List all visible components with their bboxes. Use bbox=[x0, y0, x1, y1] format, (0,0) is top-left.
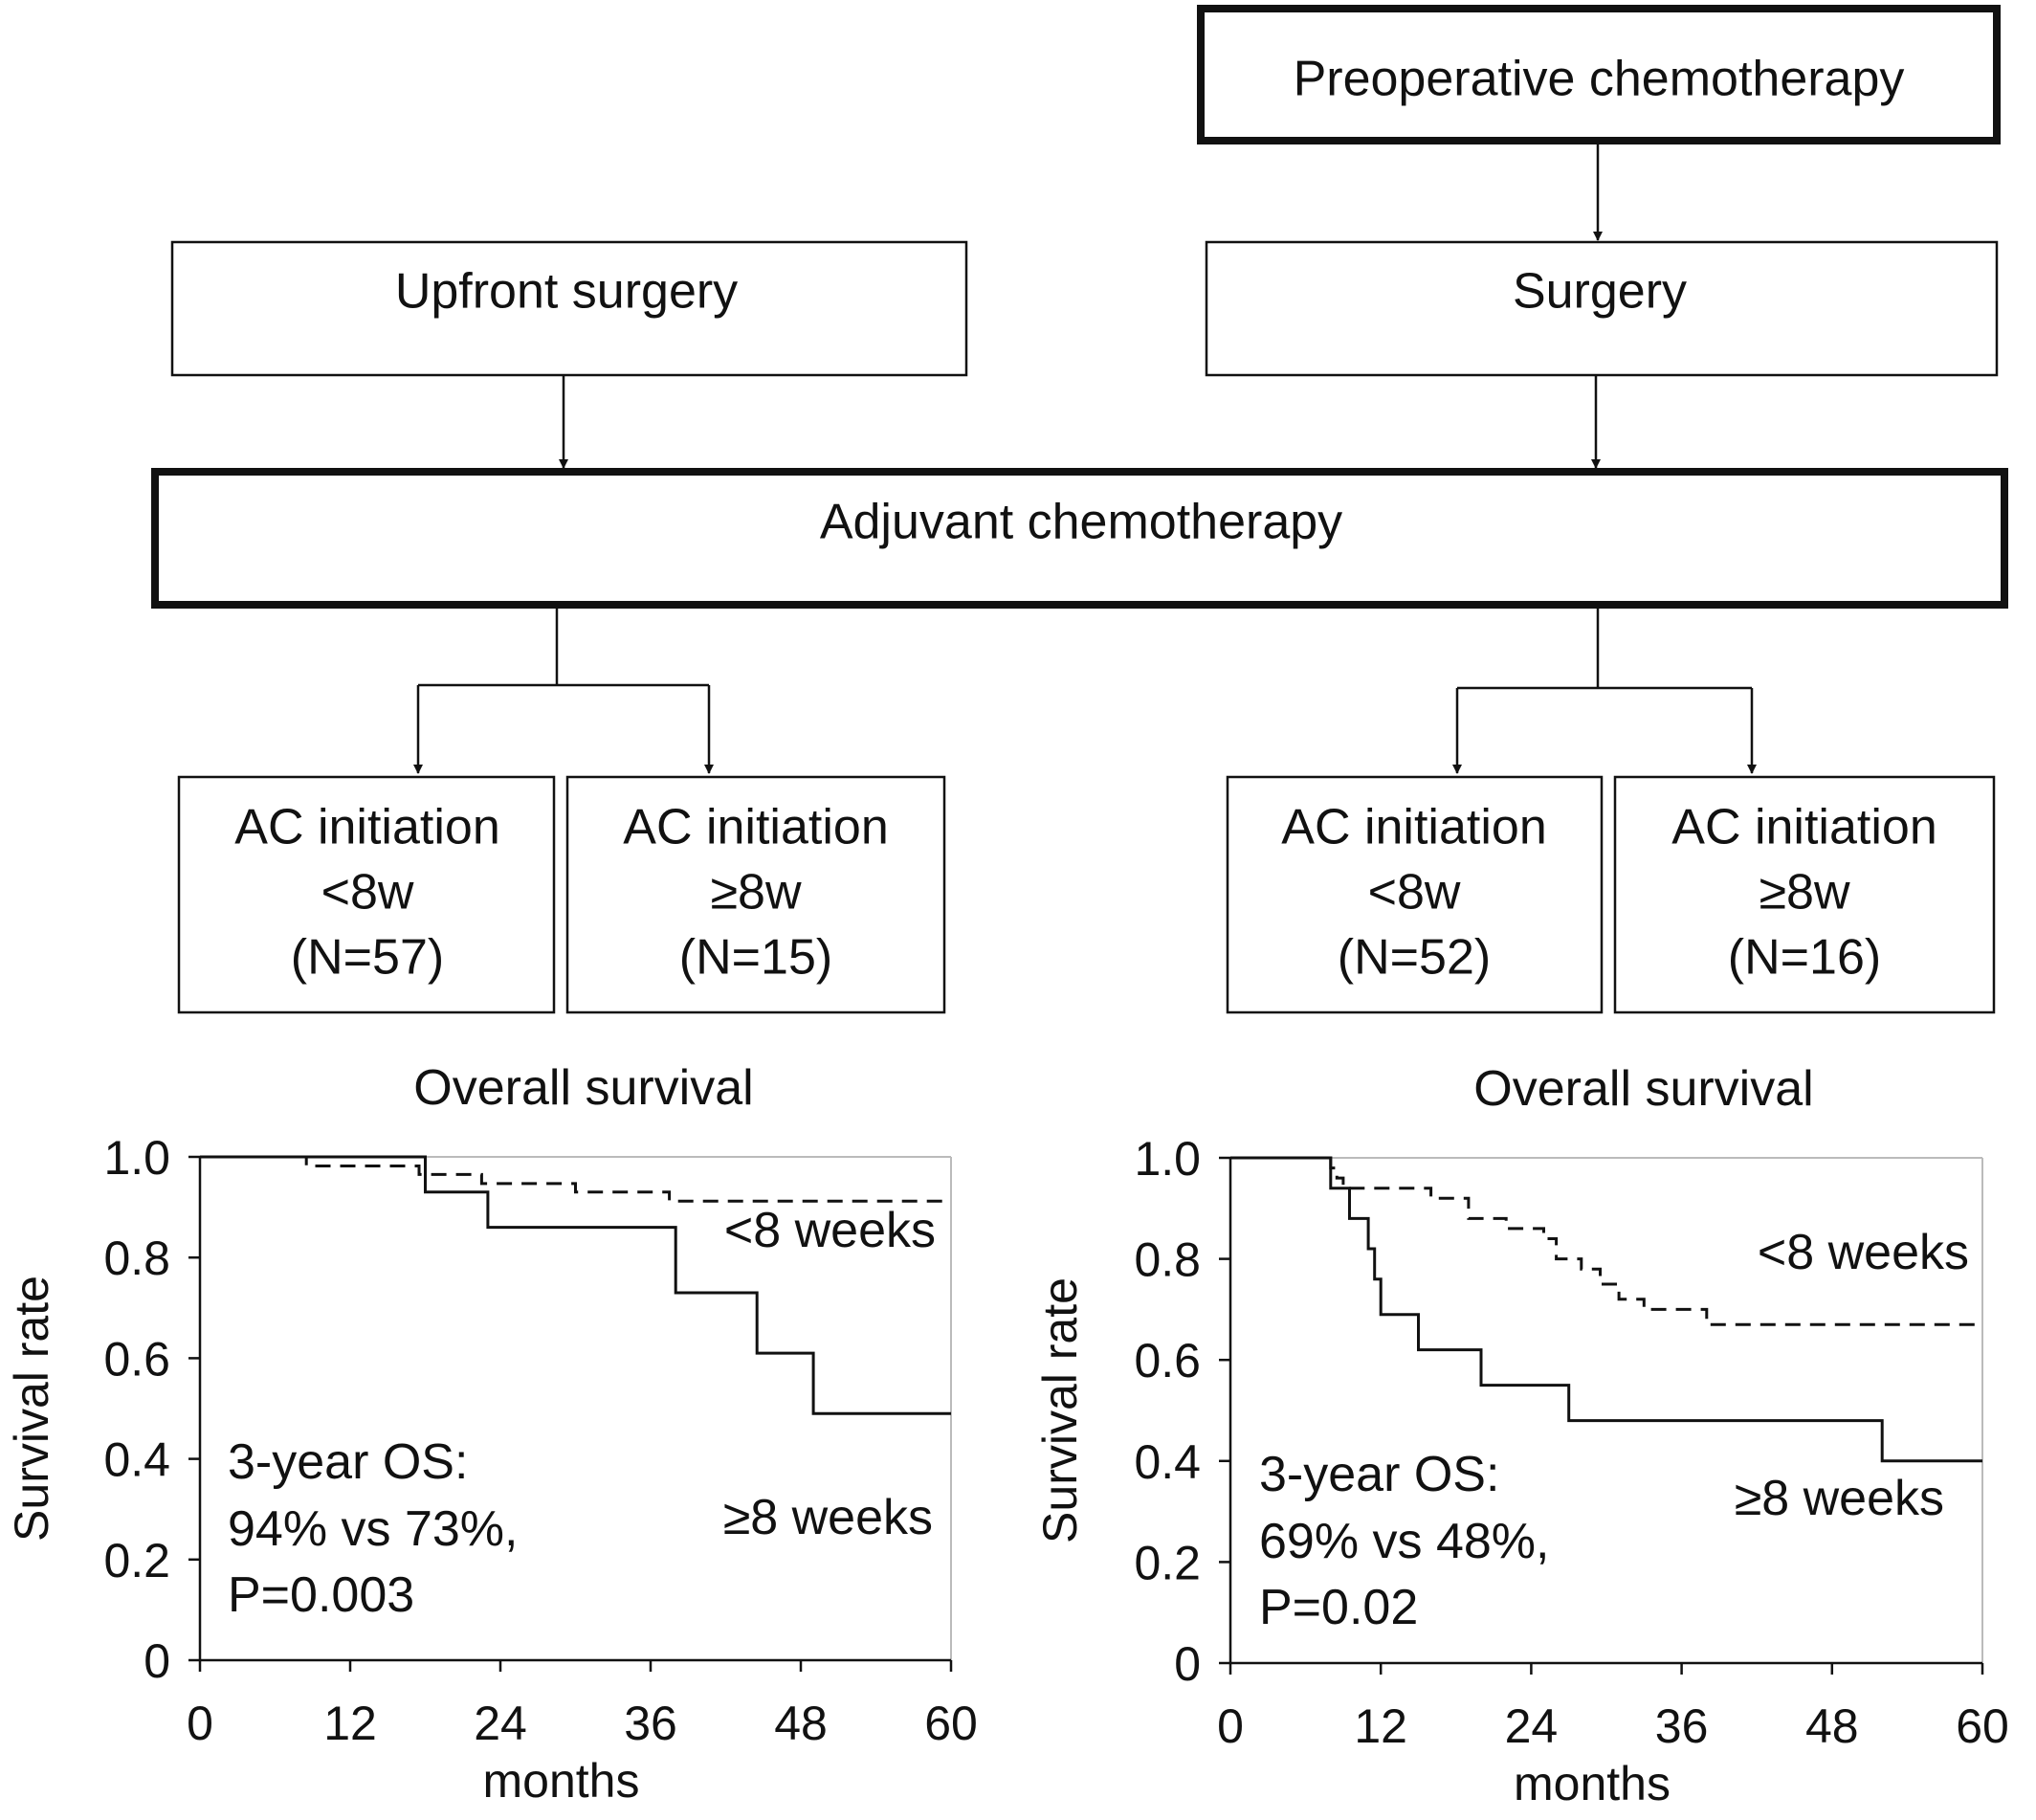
group-box-1 bbox=[177, 775, 556, 1014]
os-annotation-line2: 94% vs 73%, bbox=[228, 1501, 519, 1557]
x-tick-label: 60 bbox=[1956, 1699, 2009, 1753]
y-tick-label: 0.6 bbox=[103, 1332, 170, 1386]
group-box-4 bbox=[1613, 775, 1996, 1014]
group-3-line1: AC initiation bbox=[1281, 800, 1546, 855]
y-tick-label: 0.8 bbox=[1134, 1233, 1201, 1287]
series-line-ge8-weeks bbox=[1230, 1156, 1982, 1463]
series-label-ge8-weeks: ≥8 weeks bbox=[723, 1490, 933, 1545]
surgery-label: Surgery bbox=[1513, 264, 1687, 320]
x-tick-label: 48 bbox=[774, 1697, 828, 1750]
km-chart-left: Overall survival 0 12 24 36 48 60 months 0 0.2 0.4… bbox=[5, 1060, 978, 1808]
group-2-line2: ≥8w bbox=[710, 865, 801, 921]
y-tick-label: 0.4 bbox=[103, 1433, 170, 1487]
y-tick-label: 0.2 bbox=[103, 1534, 170, 1587]
km-chart-right: Overall survival 0 12 24 36 48 60 months 0 0.2 0.4… bbox=[1033, 1061, 2009, 1810]
y-tick-label: 0.6 bbox=[1134, 1334, 1201, 1387]
preop-chemo-box bbox=[1197, 5, 2001, 144]
x-tick-label: 24 bbox=[1505, 1699, 1559, 1753]
series-label-lt8-weeks: <8 weeks bbox=[1758, 1225, 1969, 1280]
y-tick-label: 0.2 bbox=[1134, 1536, 1201, 1589]
os-annotation-line3: P=0.003 bbox=[228, 1567, 414, 1623]
group-4-line2: ≥8w bbox=[1759, 865, 1849, 921]
x-tick-label: 36 bbox=[1655, 1699, 1709, 1753]
surgery-box bbox=[1205, 240, 1999, 377]
y-tick-label: 0.8 bbox=[103, 1232, 170, 1285]
chart-title: Overall survival bbox=[413, 1060, 753, 1116]
flowchart-text: Preoperative chemotherapy Upfront surger… bbox=[234, 52, 1936, 986]
x-tick-label: 0 bbox=[187, 1697, 213, 1750]
group-1-line1: AC initiation bbox=[234, 800, 499, 855]
group-4-line1: AC initiation bbox=[1671, 800, 1936, 855]
y-tick-label: 0 bbox=[144, 1634, 170, 1688]
upfront-surgery-box bbox=[170, 240, 968, 377]
y-axis-label: Survival rate bbox=[5, 1276, 58, 1542]
x-tick-label: 60 bbox=[924, 1697, 978, 1750]
x-axis-label: months bbox=[1514, 1757, 1671, 1810]
group-2-line3: (N=15) bbox=[679, 930, 832, 986]
x-axis-label: months bbox=[483, 1754, 640, 1808]
group-1-line3: (N=57) bbox=[291, 930, 444, 986]
y-tick-label: 0.4 bbox=[1134, 1435, 1201, 1489]
series-label-lt8-weeks: <8 weeks bbox=[724, 1203, 936, 1258]
group-box-3 bbox=[1226, 775, 1604, 1014]
os-annotation-line1: 3-year OS: bbox=[228, 1434, 468, 1490]
os-annotation-line2: 69% vs 48%, bbox=[1259, 1514, 1550, 1569]
os-annotation-line3: P=0.02 bbox=[1259, 1580, 1418, 1635]
series-label-ge8-weeks: ≥8 weeks bbox=[1735, 1471, 1944, 1526]
preop-chemo-label: Preoperative chemotherapy bbox=[1294, 52, 1905, 107]
group-4-line3: (N=16) bbox=[1728, 930, 1881, 986]
series-line-lt8-weeks bbox=[1230, 1156, 1982, 1326]
x-tick-label: 12 bbox=[323, 1697, 377, 1750]
x-tick-label: 24 bbox=[474, 1697, 527, 1750]
chart-title: Overall survival bbox=[1473, 1061, 1813, 1117]
x-tick-label: 36 bbox=[624, 1697, 677, 1750]
flowchart bbox=[151, 5, 2008, 1014]
group-2-line1: AC initiation bbox=[623, 800, 888, 855]
group-3-line2: <8w bbox=[1368, 865, 1461, 921]
upfront-surgery-label: Upfront surgery bbox=[395, 264, 738, 320]
adjuvant-chemo-label: Adjuvant chemotherapy bbox=[820, 495, 1342, 550]
y-tick-label: 0 bbox=[1174, 1637, 1201, 1691]
series-line-lt8-weeks bbox=[200, 1155, 951, 1203]
series-line-ge8-weeks bbox=[200, 1155, 951, 1415]
x-tick-label: 0 bbox=[1217, 1699, 1244, 1753]
x-tick-label: 48 bbox=[1805, 1699, 1859, 1753]
adjuvant-chemo-box bbox=[151, 468, 2008, 609]
x-tick-label: 12 bbox=[1354, 1699, 1407, 1753]
group-1-line2: <8w bbox=[321, 865, 414, 921]
group-3-line3: (N=52) bbox=[1338, 930, 1491, 986]
y-axis-label: Survival rate bbox=[1033, 1277, 1087, 1543]
os-annotation-line1: 3-year OS: bbox=[1259, 1447, 1499, 1502]
y-tick-label: 1.0 bbox=[1134, 1132, 1201, 1186]
group-box-2 bbox=[565, 775, 946, 1014]
y-tick-label: 1.0 bbox=[103, 1131, 170, 1185]
